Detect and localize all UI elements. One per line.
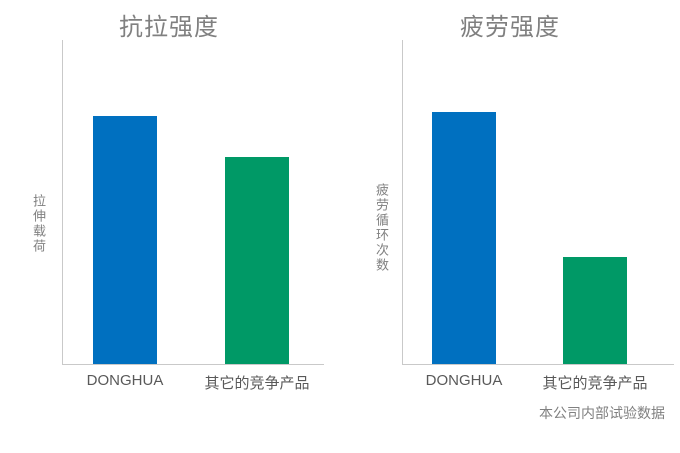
fatigue-chart-title: 疲劳强度	[460, 14, 560, 41]
tensile-category-label-donghua: DONGHUA	[86, 372, 164, 389]
fatigue-y-axis-label: 疲劳循环次数	[374, 183, 389, 273]
tensile-plot-area	[62, 40, 324, 365]
tensile-category-label-competitor: 其它的竞争产品	[204, 375, 310, 392]
tensile-bar-competitor	[225, 156, 289, 364]
data-source-footnote: 本公司内部试验数据	[539, 405, 665, 421]
fatigue-category-label-donghua: DONGHUA	[425, 372, 503, 389]
fatigue-plot-area	[402, 40, 674, 365]
fatigue-category-label-competitor: 其它的竞争产品	[542, 375, 648, 392]
fatigue-bar-competitor	[563, 257, 627, 364]
tensile-bar-donghua	[93, 116, 157, 364]
tensile-chart-title: 抗拉强度	[119, 14, 219, 41]
fatigue-bar-donghua	[432, 111, 496, 364]
tensile-y-axis-label: 拉伸载荷	[31, 194, 46, 254]
